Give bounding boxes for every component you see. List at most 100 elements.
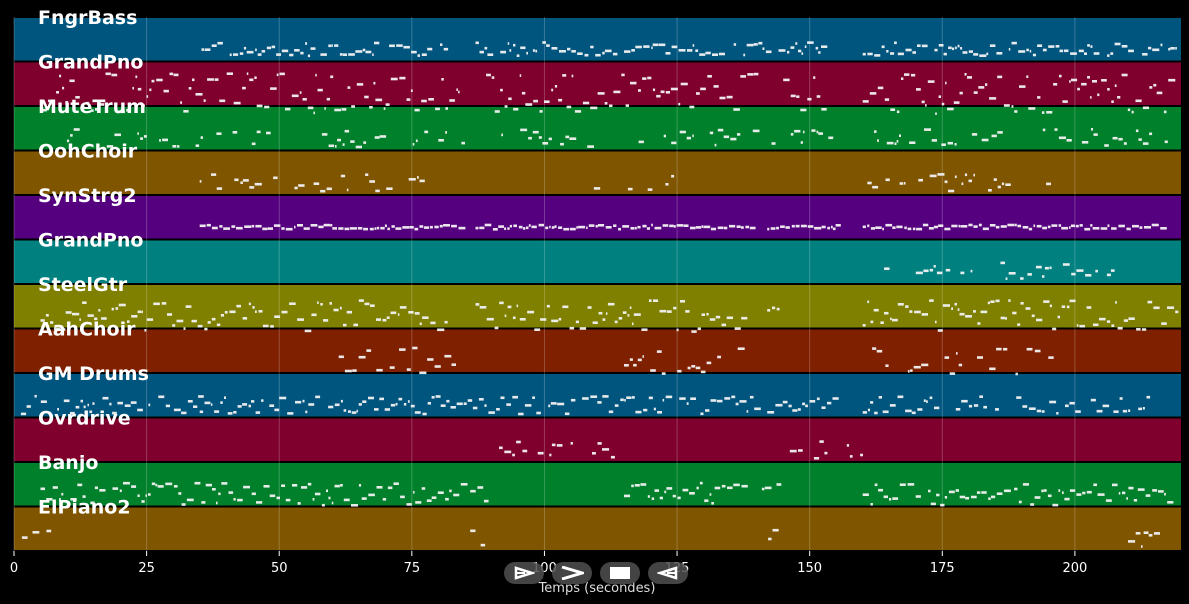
note bbox=[1058, 224, 1062, 227]
grid-layer bbox=[13, 17, 1076, 551]
play-first-button[interactable] bbox=[504, 562, 544, 584]
note bbox=[576, 226, 578, 229]
track-notes bbox=[67, 128, 1168, 149]
note bbox=[520, 128, 528, 132]
note bbox=[40, 400, 47, 403]
note bbox=[131, 485, 137, 488]
note bbox=[211, 173, 217, 176]
note bbox=[586, 226, 588, 230]
note bbox=[1145, 494, 1151, 497]
note bbox=[320, 53, 327, 56]
note bbox=[358, 299, 364, 302]
note bbox=[370, 304, 375, 307]
note bbox=[960, 47, 963, 50]
note bbox=[141, 500, 145, 503]
note bbox=[740, 75, 746, 78]
note bbox=[255, 411, 261, 414]
note bbox=[183, 110, 189, 113]
note bbox=[964, 173, 968, 177]
note bbox=[143, 135, 147, 138]
note bbox=[1127, 108, 1131, 112]
note bbox=[929, 299, 934, 302]
track-notes bbox=[199, 173, 1051, 193]
note bbox=[522, 227, 526, 230]
note bbox=[577, 52, 583, 55]
note bbox=[537, 451, 544, 455]
note bbox=[885, 364, 889, 367]
note bbox=[94, 317, 98, 321]
note bbox=[584, 53, 589, 57]
note bbox=[443, 224, 450, 227]
note bbox=[874, 411, 878, 415]
note bbox=[1066, 305, 1070, 309]
note bbox=[964, 73, 967, 76]
note bbox=[40, 487, 45, 491]
note bbox=[1110, 52, 1114, 55]
note bbox=[885, 223, 893, 227]
note bbox=[961, 399, 968, 403]
note bbox=[328, 44, 332, 48]
note bbox=[1048, 45, 1055, 48]
note bbox=[1131, 110, 1134, 114]
note bbox=[1096, 409, 1103, 413]
note bbox=[1076, 269, 1084, 272]
note bbox=[726, 95, 733, 99]
note bbox=[137, 132, 139, 135]
note bbox=[1123, 142, 1127, 145]
stop-button[interactable] bbox=[600, 562, 640, 584]
play-button[interactable] bbox=[552, 562, 592, 584]
note bbox=[1136, 328, 1141, 331]
note bbox=[1092, 80, 1097, 83]
note bbox=[470, 489, 476, 493]
note bbox=[52, 486, 58, 489]
note bbox=[269, 404, 275, 407]
note bbox=[948, 46, 952, 50]
note bbox=[846, 444, 850, 447]
note bbox=[566, 105, 572, 109]
note bbox=[419, 225, 424, 228]
note bbox=[20, 412, 27, 416]
note bbox=[989, 97, 997, 100]
note bbox=[574, 110, 582, 113]
note bbox=[255, 48, 257, 52]
note bbox=[112, 487, 119, 490]
note bbox=[764, 486, 772, 490]
note bbox=[995, 225, 1000, 229]
note bbox=[363, 227, 368, 231]
note bbox=[413, 491, 415, 494]
note bbox=[385, 103, 390, 106]
note bbox=[1046, 111, 1053, 114]
note bbox=[374, 136, 380, 139]
note bbox=[930, 502, 936, 506]
note bbox=[1022, 226, 1029, 229]
note bbox=[1052, 503, 1059, 507]
note bbox=[340, 399, 343, 403]
note bbox=[279, 396, 287, 400]
note bbox=[62, 328, 66, 331]
note bbox=[528, 136, 532, 140]
note bbox=[1132, 224, 1139, 228]
play-reverse-button[interactable] bbox=[648, 562, 688, 584]
note bbox=[914, 310, 921, 314]
note bbox=[870, 320, 874, 324]
note bbox=[977, 322, 981, 325]
note bbox=[907, 227, 912, 231]
note bbox=[949, 372, 956, 375]
note bbox=[1160, 227, 1167, 230]
note bbox=[884, 98, 890, 101]
note bbox=[1028, 407, 1036, 410]
note bbox=[776, 307, 780, 311]
note bbox=[141, 104, 145, 107]
note bbox=[119, 489, 122, 493]
note bbox=[59, 74, 62, 78]
note bbox=[899, 134, 901, 137]
note bbox=[959, 91, 963, 95]
note bbox=[363, 141, 367, 144]
track-label: AahChoir bbox=[38, 319, 136, 341]
note bbox=[351, 504, 358, 507]
note bbox=[933, 265, 936, 268]
note bbox=[421, 53, 427, 56]
note bbox=[749, 395, 754, 399]
note bbox=[1069, 80, 1071, 83]
note bbox=[87, 403, 89, 407]
